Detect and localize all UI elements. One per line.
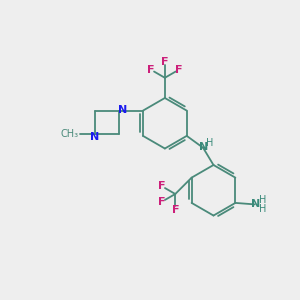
Text: N: N [199, 142, 208, 152]
Text: F: F [158, 197, 165, 207]
Text: F: F [172, 205, 179, 215]
Text: F: F [158, 181, 165, 191]
Text: F: F [147, 64, 154, 75]
Text: H: H [206, 138, 213, 148]
Text: H: H [259, 204, 266, 214]
Text: F: F [161, 57, 169, 67]
Text: N: N [251, 199, 260, 209]
Text: CH₃: CH₃ [61, 129, 79, 139]
Text: F: F [175, 64, 183, 75]
Text: N: N [118, 105, 128, 115]
Text: H: H [259, 195, 266, 205]
Text: N: N [90, 132, 99, 142]
